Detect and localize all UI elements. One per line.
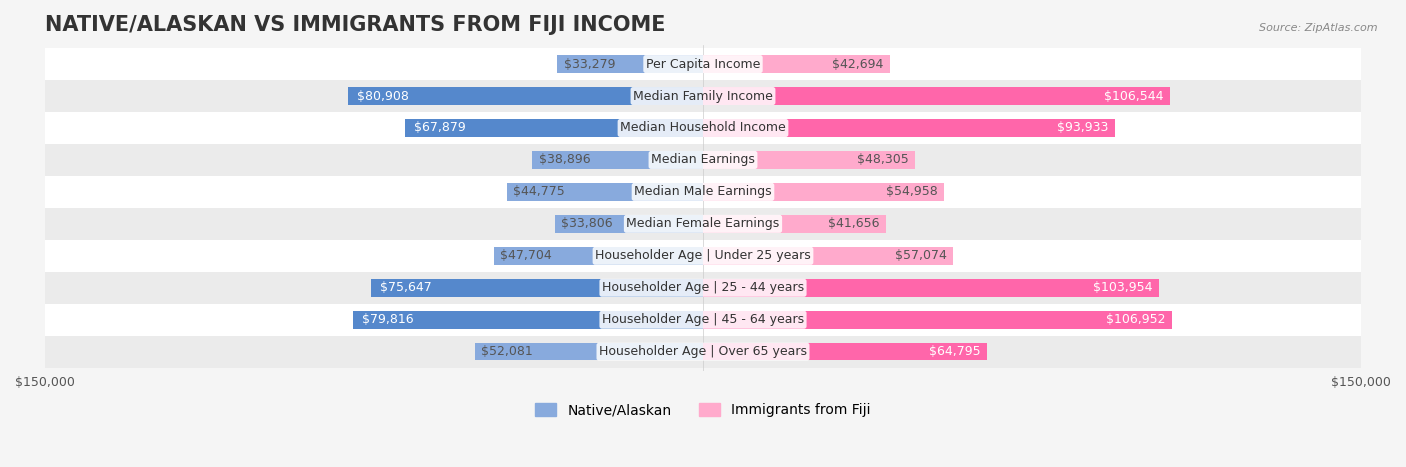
Bar [474, 343, 703, 361]
Bar [45, 208, 1361, 240]
Text: $64,795: $64,795 [929, 345, 980, 358]
Text: $67,879: $67,879 [413, 121, 465, 134]
Bar [45, 80, 1361, 112]
Text: $38,896: $38,896 [538, 154, 591, 166]
Bar [703, 247, 953, 265]
Text: $33,806: $33,806 [561, 217, 613, 230]
Text: NATIVE/ALASKAN VS IMMIGRANTS FROM FIJI INCOME: NATIVE/ALASKAN VS IMMIGRANTS FROM FIJI I… [45, 15, 665, 35]
Bar [703, 183, 943, 201]
Text: $54,958: $54,958 [886, 185, 938, 198]
Text: Householder Age | Over 65 years: Householder Age | Over 65 years [599, 345, 807, 358]
Bar [703, 151, 915, 169]
Text: Median Household Income: Median Household Income [620, 121, 786, 134]
Bar [45, 176, 1361, 208]
Bar [703, 343, 987, 361]
Text: $47,704: $47,704 [501, 249, 553, 262]
Bar [405, 119, 703, 137]
Bar [703, 55, 890, 73]
Bar [703, 279, 1159, 297]
Bar [45, 272, 1361, 304]
Text: $106,544: $106,544 [1104, 90, 1164, 103]
Text: $103,954: $103,954 [1092, 281, 1153, 294]
Text: Median Earnings: Median Earnings [651, 154, 755, 166]
Bar [557, 55, 703, 73]
Text: $52,081: $52,081 [481, 345, 533, 358]
Bar [703, 119, 1115, 137]
Bar [45, 304, 1361, 336]
Text: $48,305: $48,305 [856, 154, 908, 166]
Bar [45, 336, 1361, 368]
Bar [494, 247, 703, 265]
Bar [533, 151, 703, 169]
Bar [45, 48, 1361, 80]
Bar [349, 87, 703, 105]
Text: $42,694: $42,694 [832, 57, 884, 71]
Text: Householder Age | 25 - 44 years: Householder Age | 25 - 44 years [602, 281, 804, 294]
Text: $93,933: $93,933 [1057, 121, 1108, 134]
Bar [45, 240, 1361, 272]
Bar [45, 144, 1361, 176]
Text: $80,908: $80,908 [357, 90, 409, 103]
Text: $106,952: $106,952 [1107, 313, 1166, 326]
Text: Householder Age | Under 25 years: Householder Age | Under 25 years [595, 249, 811, 262]
Text: Source: ZipAtlas.com: Source: ZipAtlas.com [1260, 23, 1378, 33]
Text: $41,656: $41,656 [828, 217, 879, 230]
Text: Householder Age | 45 - 64 years: Householder Age | 45 - 64 years [602, 313, 804, 326]
Text: $33,279: $33,279 [564, 57, 614, 71]
Text: Median Family Income: Median Family Income [633, 90, 773, 103]
Text: $57,074: $57,074 [896, 249, 946, 262]
Bar [353, 311, 703, 328]
Bar [45, 112, 1361, 144]
Bar [703, 311, 1173, 328]
Bar [703, 87, 1170, 105]
Bar [371, 279, 703, 297]
Bar [555, 215, 703, 233]
Text: Per Capita Income: Per Capita Income [645, 57, 761, 71]
Text: Median Male Earnings: Median Male Earnings [634, 185, 772, 198]
Legend: Native/Alaskan, Immigrants from Fiji: Native/Alaskan, Immigrants from Fiji [530, 397, 876, 423]
Bar [703, 215, 886, 233]
Text: $44,775: $44,775 [513, 185, 565, 198]
Bar [506, 183, 703, 201]
Text: $79,816: $79,816 [361, 313, 413, 326]
Text: $75,647: $75,647 [380, 281, 432, 294]
Text: Median Female Earnings: Median Female Earnings [627, 217, 779, 230]
